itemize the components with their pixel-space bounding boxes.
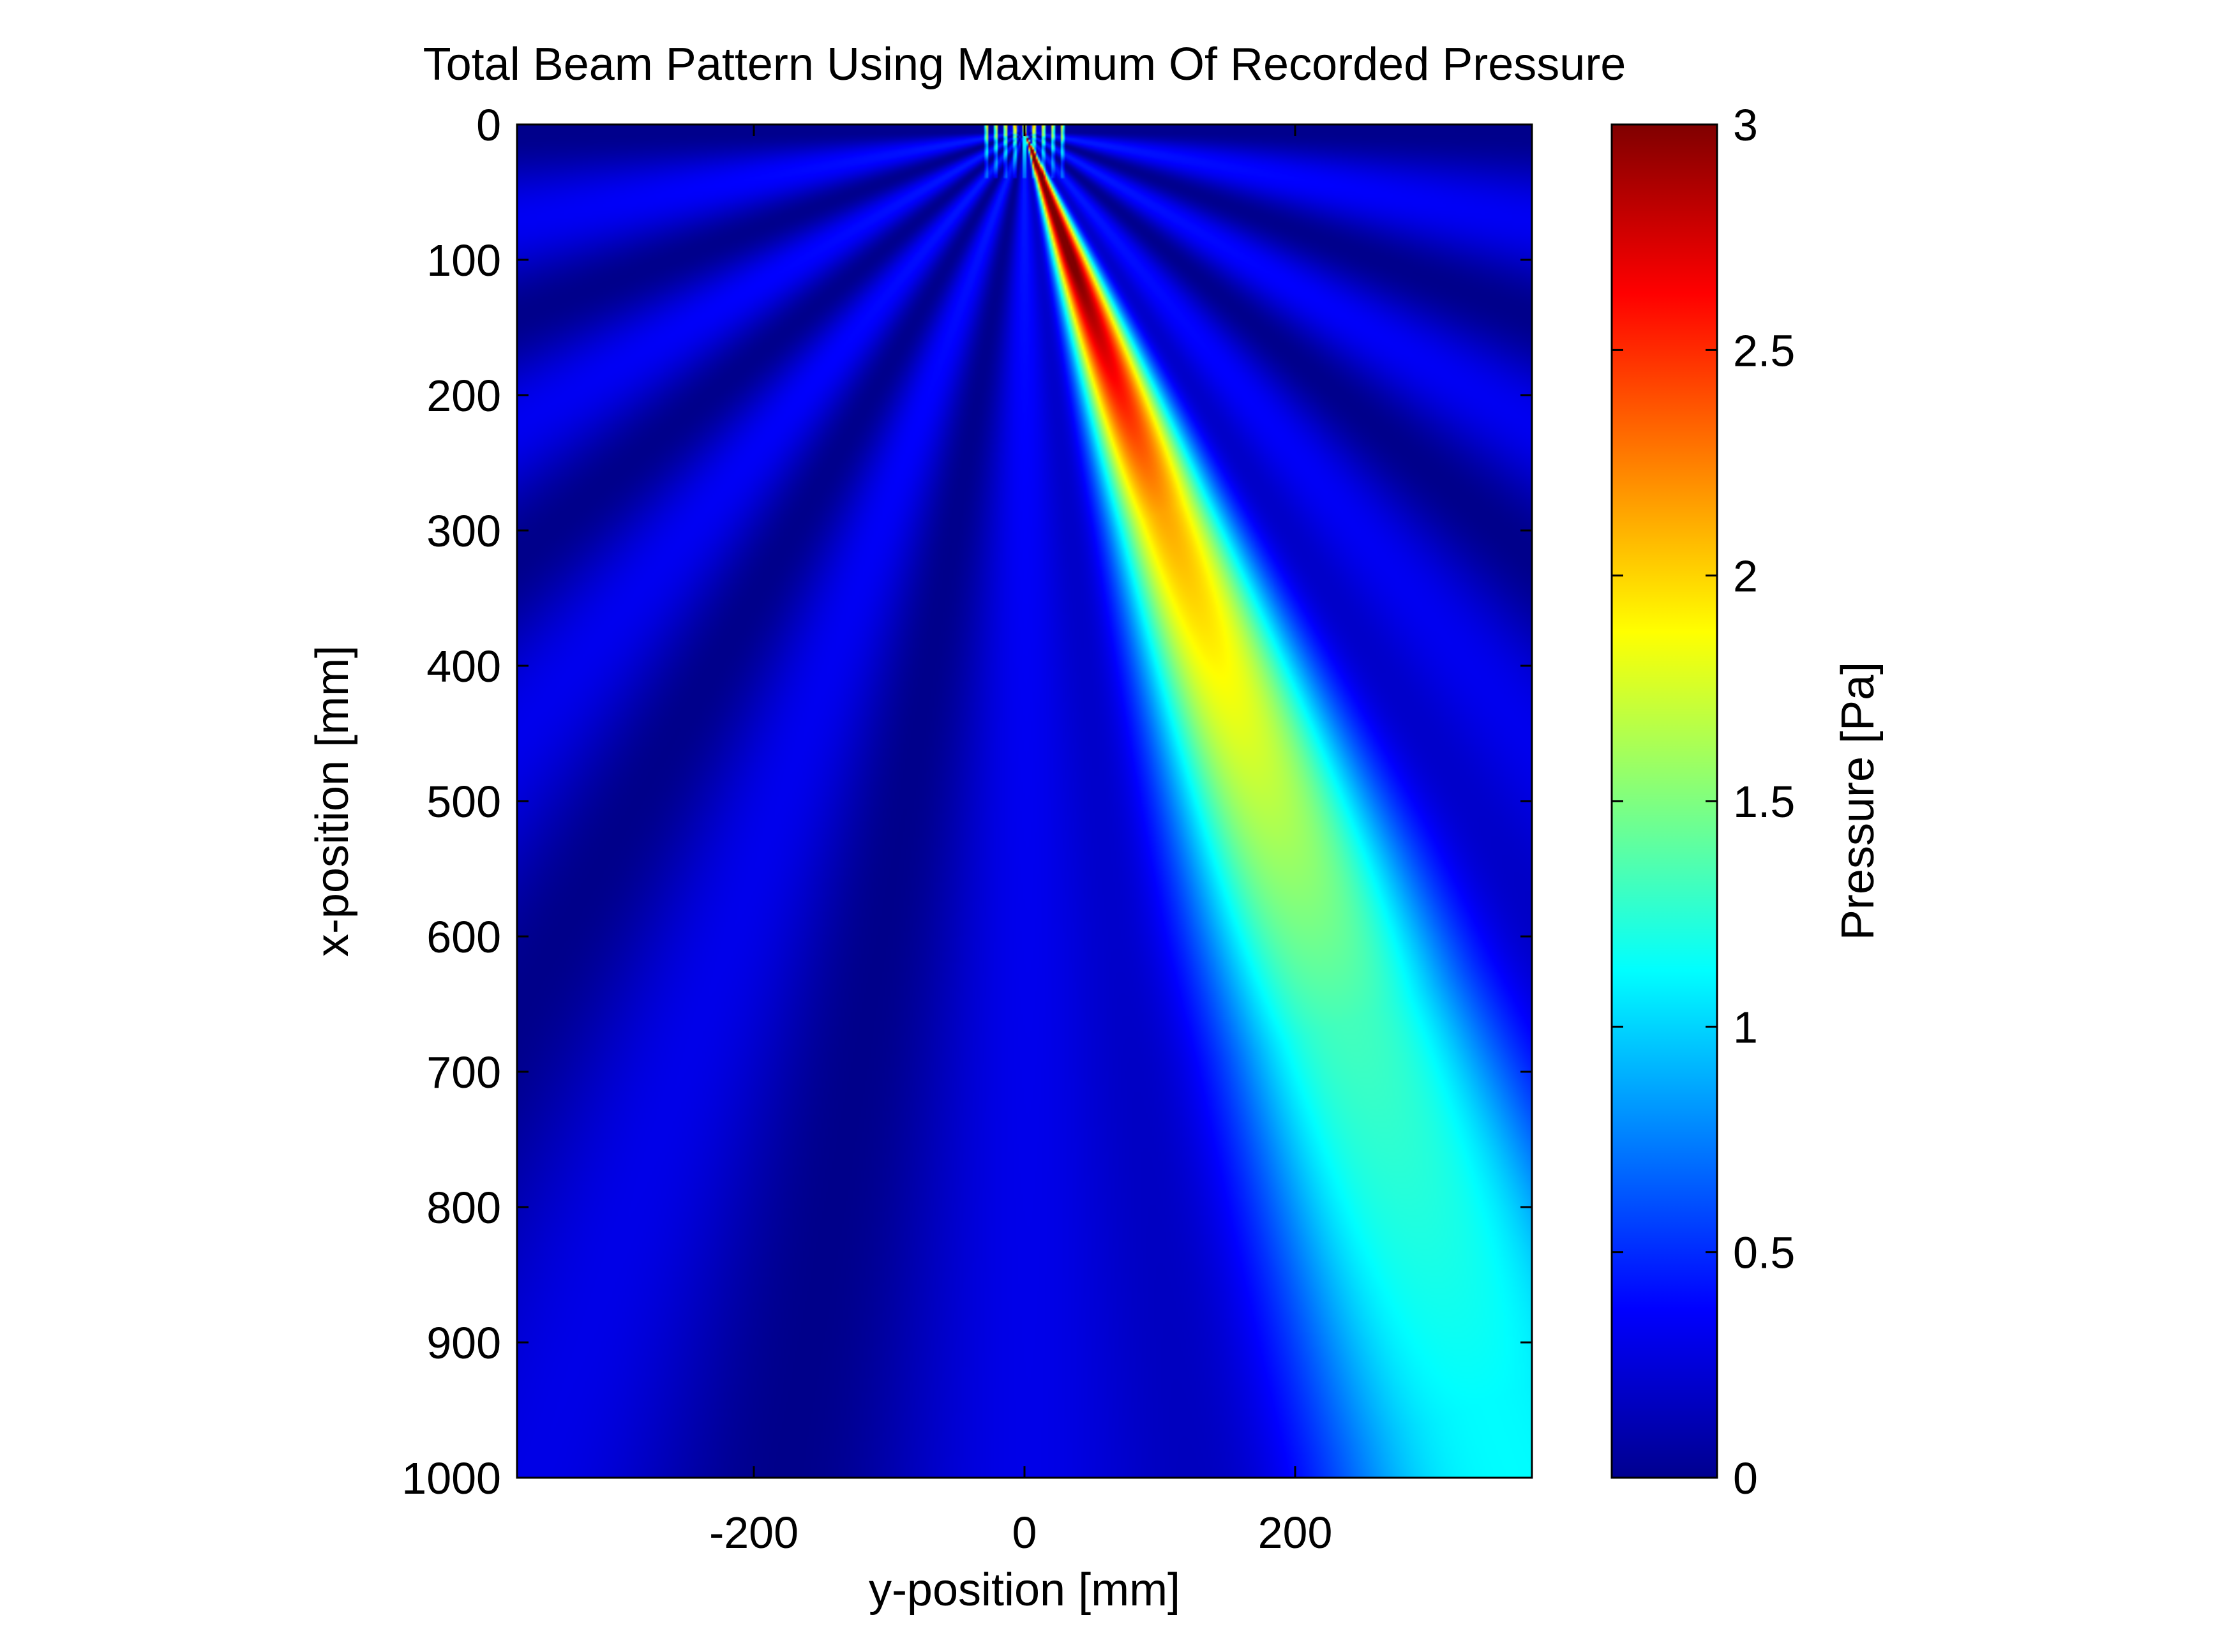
y-axis-label: x-position [mm] bbox=[307, 645, 358, 957]
colorbar-tick-label: 0 bbox=[1733, 1453, 1758, 1503]
colorbar bbox=[1610, 123, 1718, 1479]
x-tick-label: 0 bbox=[1012, 1508, 1037, 1558]
y-axis: 0 100 200 300 400 500 600 700 800 900 1000 bbox=[401, 100, 1532, 1503]
y-tick-label: 500 bbox=[426, 777, 501, 827]
x-axis-label: y-position [mm] bbox=[869, 1565, 1180, 1616]
colorbar-tick-label: 3 bbox=[1733, 100, 1758, 150]
colorbar-tick-label: 1.5 bbox=[1733, 777, 1795, 827]
x-axis: -200 0 200 bbox=[709, 124, 1332, 1558]
colorbar-tick-label: 0.5 bbox=[1733, 1228, 1795, 1278]
colorbar-tick-label: 2 bbox=[1733, 552, 1758, 601]
x-tick-label: -200 bbox=[709, 1508, 799, 1558]
y-tick-label: 200 bbox=[426, 371, 501, 421]
colorbar-tick-label: 1 bbox=[1733, 1002, 1758, 1052]
heatmap-image bbox=[517, 124, 1532, 1478]
y-tick-label: 900 bbox=[426, 1318, 501, 1368]
y-tick-label: 1000 bbox=[401, 1453, 501, 1503]
y-tick-label: 300 bbox=[426, 506, 501, 556]
x-tick-label: 200 bbox=[1258, 1508, 1333, 1558]
colorbar-tick-label: 2.5 bbox=[1733, 326, 1795, 375]
y-tick-label: 0 bbox=[476, 100, 501, 150]
y-tick-label: 800 bbox=[426, 1183, 501, 1233]
y-tick-label: 600 bbox=[426, 912, 501, 962]
colorbar-label: Pressure [Pa] bbox=[1833, 662, 1884, 940]
colorbar-axis: 0 0.5 1 1.5 2 2.5 3 bbox=[1612, 100, 1795, 1503]
chart-title: Total Beam Pattern Using Maximum Of Reco… bbox=[423, 39, 1626, 90]
y-tick-label: 400 bbox=[426, 642, 501, 691]
y-tick-label: 100 bbox=[426, 236, 501, 285]
y-tick-label: 700 bbox=[426, 1048, 501, 1097]
